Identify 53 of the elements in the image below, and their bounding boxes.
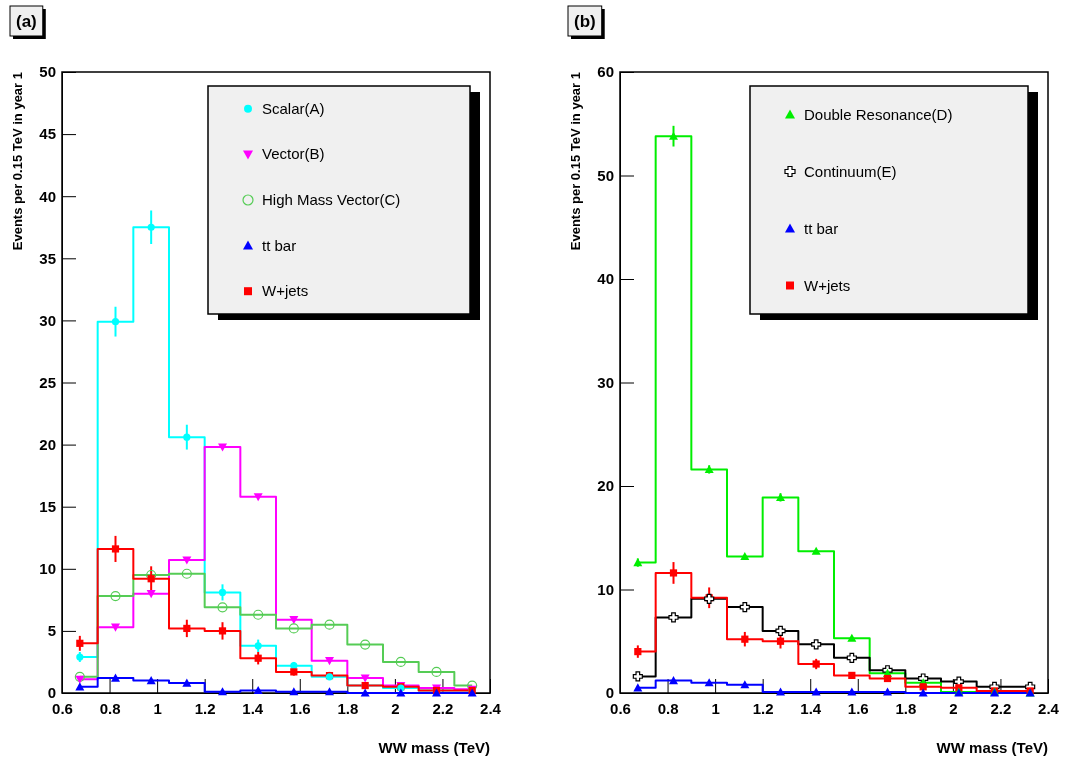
x-tick-label: 2.4 (1038, 699, 1060, 717)
x-tick-label: 0.6 (610, 699, 631, 717)
legend-label: tt bar (804, 219, 839, 237)
x-tick-label: 1.4 (242, 699, 264, 717)
y-tick-label: 5 (47, 622, 56, 640)
y-tick-label: 15 (39, 498, 56, 515)
x-tick-label: 1.8 (337, 699, 359, 717)
x-axis-title: WW mass (TeV) (936, 739, 1048, 756)
x-tick-label: 1.6 (847, 699, 869, 717)
x-tick-label: 2 (949, 699, 958, 717)
x-tick-label: 1.4 (800, 699, 822, 717)
x-tick-label: 1.2 (194, 699, 216, 717)
y-tick-label: 50 (597, 166, 614, 184)
y-tick-label: 30 (39, 311, 56, 329)
x-tick-label: 2.2 (990, 699, 1012, 717)
x-tick-label: 1.6 (289, 699, 311, 717)
y-tick-label: 40 (39, 187, 56, 205)
x-axis-title: WW mass (TeV) (378, 739, 490, 756)
legend-label: tt bar (262, 236, 297, 254)
text: (b) (574, 12, 596, 31)
y-axis-title: Events per 0.15 TeV in year 1 (568, 72, 583, 251)
legend-label: Vector(B) (262, 145, 325, 163)
y-tick-label: 45 (39, 125, 56, 143)
legend-label: Scalar(A) (262, 99, 325, 117)
y-tick-label: 10 (39, 560, 56, 578)
legend-label: W+jets (804, 276, 851, 294)
y-tick-label: 10 (597, 580, 614, 598)
x-tick-label: 2.4 (480, 699, 502, 717)
x-tick-label: 2.2 (432, 699, 454, 717)
legend-label: Double Resonance(D) (804, 105, 953, 123)
y-tick-label: 40 (597, 270, 614, 288)
y-tick-label: 60 (597, 63, 614, 81)
legend-label: Continuum(E) (804, 162, 897, 180)
y-axis-title: Events per 0.15 TeV in year 1 (10, 72, 25, 251)
y-tick-label: 30 (597, 373, 614, 391)
text: (a) (16, 12, 37, 31)
x-tick-label: 1 (711, 699, 720, 717)
y-tick-label: 35 (39, 249, 56, 267)
x-tick-label: 1.8 (895, 699, 917, 717)
x-tick-label: 0.8 (99, 699, 121, 717)
y-tick-label: 25 (39, 373, 56, 391)
x-tick-label: 0.8 (657, 699, 679, 717)
x-tick-label: 2 (391, 699, 400, 717)
y-tick-label: 0 (605, 684, 614, 702)
x-tick-label: 0.6 (52, 699, 73, 717)
legend-label: High Mass Vector(C) (262, 191, 401, 208)
x-tick-label: 1 (153, 699, 162, 717)
y-tick-label: 50 (39, 63, 56, 81)
legend-label: W+jets (262, 282, 309, 300)
y-tick-label: 20 (39, 435, 56, 453)
y-tick-label: 20 (597, 477, 614, 495)
x-tick-label: 1.2 (752, 699, 774, 717)
y-tick-label: 0 (47, 684, 56, 702)
